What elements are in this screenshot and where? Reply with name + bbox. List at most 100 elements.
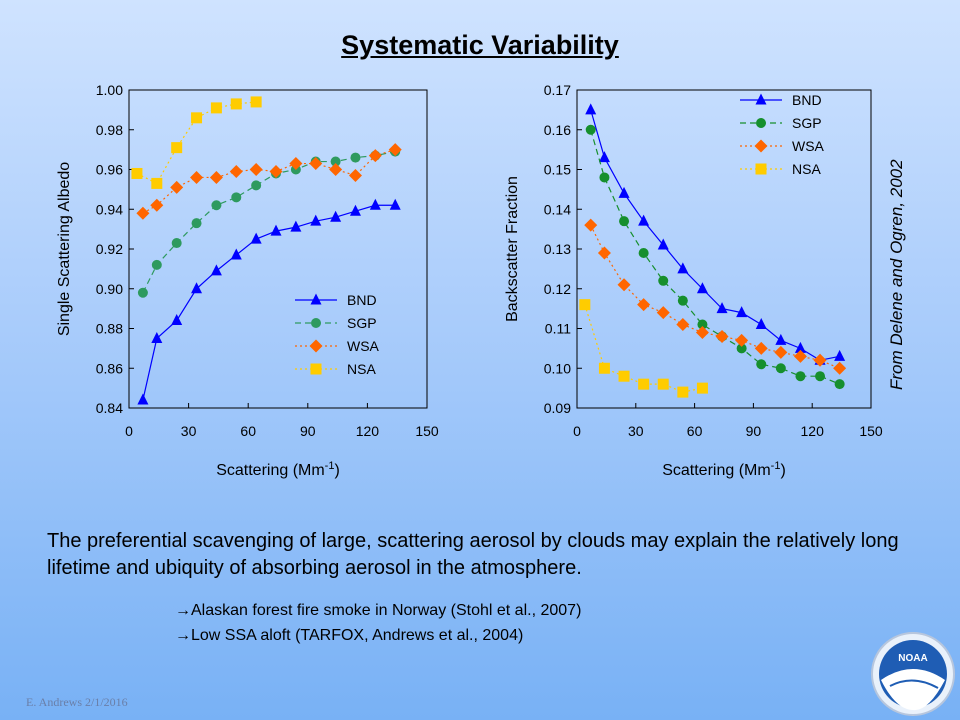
data-point [585, 103, 597, 115]
data-point [330, 156, 341, 167]
data-point [369, 198, 381, 210]
series-line [590, 129, 840, 385]
x-tick-label: 150 [859, 423, 883, 439]
data-point [656, 306, 670, 320]
series-wsa [136, 143, 402, 220]
data-point [716, 302, 728, 314]
data-point [695, 325, 709, 339]
legend-marker [310, 293, 322, 305]
y-tick-label: 0.96 [96, 162, 123, 178]
data-point [735, 333, 749, 347]
data-point [290, 220, 302, 232]
bullet-item: →Alaskan forest fire smoke in Norway (St… [175, 598, 735, 623]
chart-single-scattering-albedo: 0.84 0.86 0.88 0.90 0.92 0.94 0.96 0.98 1.00 0 30 6… [56, 82, 439, 479]
data-point [151, 259, 162, 270]
data-point [230, 248, 242, 260]
chart-backscatter-fraction: 0.09 0.10 0.11 0.12 0.13 0.14 0.15 0.16 0.17 0 30 6… [504, 82, 883, 479]
y-tick-label: 0.90 [96, 281, 123, 297]
data-point [638, 247, 649, 258]
data-point [657, 238, 669, 250]
data-point [584, 218, 598, 232]
citation-annotation: From Delene and Ogren, 2002 [887, 159, 906, 390]
legend-label: BND [792, 92, 822, 108]
series-bnd [585, 103, 846, 365]
series-wsa [584, 218, 847, 375]
data-point [249, 163, 263, 176]
data-point [775, 363, 786, 374]
x-tick-label: 120 [801, 423, 825, 439]
data-point [191, 112, 203, 124]
data-point [349, 204, 361, 216]
data-point [309, 157, 323, 171]
data-point [585, 124, 596, 135]
y-tick-label: 0.94 [96, 201, 123, 217]
data-point [619, 216, 630, 227]
data-point [151, 177, 163, 189]
data-point [618, 186, 630, 198]
data-point [171, 314, 183, 326]
data-point [815, 371, 826, 382]
data-point [794, 341, 806, 353]
y-tick-label: 0.16 [544, 122, 571, 138]
series-nsa [131, 96, 262, 189]
bullet-text: Low SSA aloft (TARFOX, Andrews et al., 2… [191, 627, 524, 644]
legend-marker [311, 318, 321, 328]
data-point [230, 98, 242, 110]
data-point [151, 331, 163, 343]
x-tick-label: 150 [415, 423, 439, 439]
data-point [310, 214, 322, 226]
y-tick-label: 0.14 [544, 201, 571, 217]
data-point [775, 333, 787, 345]
x-tick-label: 90 [300, 423, 316, 439]
data-point [191, 218, 202, 229]
legend-label: BND [347, 292, 377, 308]
y-tick-label: 0.13 [544, 241, 571, 257]
x-tick-label: 30 [628, 423, 644, 439]
y-tick-label: 0.11 [545, 321, 571, 337]
data-point [696, 282, 708, 294]
y-tick-label: 1.00 [96, 82, 123, 98]
data-point [388, 143, 402, 157]
y-tick-label: 0.86 [96, 360, 123, 376]
data-point [793, 349, 807, 363]
data-point [617, 278, 631, 292]
logo-text: NOAA [898, 653, 927, 664]
legend-marker [309, 339, 323, 353]
y-tick-label: 0.10 [544, 360, 571, 376]
data-point [137, 393, 149, 405]
data-point [579, 299, 591, 311]
y-tick-label: 0.12 [544, 281, 571, 297]
slide-title: Systematic Variability [341, 30, 619, 60]
legend-label: NSA [792, 161, 821, 177]
data-point [658, 275, 669, 286]
data-point [756, 359, 767, 370]
data-point [677, 295, 688, 306]
x-axis-label: Scattering (Mm-1) [216, 460, 340, 479]
data-point [599, 172, 610, 183]
data-point [251, 180, 262, 191]
data-point [618, 370, 630, 382]
data-point [190, 170, 204, 184]
x-tick-label: 0 [573, 423, 581, 439]
y-axis-label: Single Scattering Albedo [56, 162, 73, 336]
data-point [598, 151, 610, 163]
series-line [590, 109, 840, 361]
series-sgp [585, 124, 845, 390]
data-point [368, 149, 382, 163]
data-point [289, 157, 303, 171]
x-tick-label: 0 [125, 423, 133, 439]
data-point [638, 378, 650, 390]
data-point [171, 238, 182, 249]
data-point [676, 318, 690, 332]
data-point [637, 298, 651, 312]
data-point [209, 170, 223, 184]
x-tick-label: 60 [687, 423, 703, 439]
data-point [269, 164, 283, 178]
data-point [638, 214, 650, 226]
x-tick-label: 120 [356, 423, 380, 439]
data-point [677, 262, 689, 274]
legend-marker [755, 163, 767, 175]
data-point [833, 361, 847, 375]
x-tick-label: 90 [746, 423, 762, 439]
y-tick-label: 0.98 [96, 122, 123, 138]
